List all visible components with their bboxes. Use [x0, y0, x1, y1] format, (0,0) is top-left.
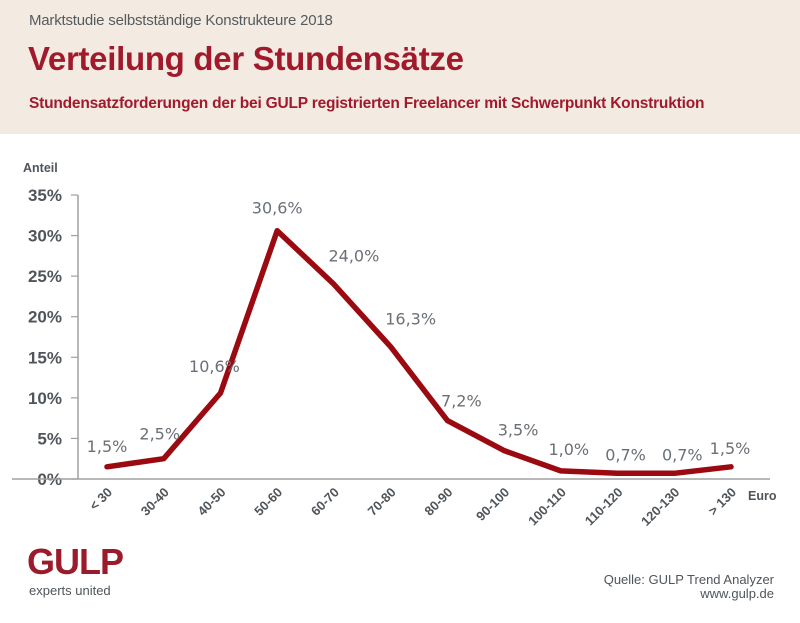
x-tick-label: 50-60: [251, 485, 285, 519]
data-label: 0,7%: [605, 445, 646, 464]
data-label: 7,2%: [441, 392, 482, 411]
data-label: 16,3%: [385, 310, 436, 329]
x-tick-label: 100-110: [525, 485, 569, 529]
y-tick-label: 5%: [37, 429, 62, 448]
chart-subtitle: Stundensatzforderungen der bei GULP regi…: [29, 95, 705, 112]
y-tick-label: 20%: [28, 308, 62, 327]
x-tick-label: 40-50: [194, 485, 228, 519]
x-tick-label: < 30: [86, 485, 115, 514]
data-label: 0,7%: [662, 445, 703, 464]
logo-tagline: experts united: [29, 583, 111, 598]
data-label: 3,5%: [498, 421, 539, 440]
y-axis: 0%5%10%15%20%25%30%35%: [28, 186, 79, 489]
y-tick-label: 25%: [28, 267, 62, 286]
y-axis-title: Anteil: [23, 161, 58, 175]
x-axis: < 30 30-40 40-50 50-60 60-70 70-80 80-90 90-100…: [12, 478, 770, 529]
x-tick-label: 60-70: [308, 485, 342, 519]
y-tick-label: 15%: [28, 348, 62, 367]
data-labels: 1,5% 2,5% 10,6% 30,6% 24,0% 16,3% 7,2% 3,5% 1,0%…: [87, 199, 751, 465]
y-tick-label: 35%: [28, 186, 62, 205]
x-axis-title: Euro: [748, 489, 777, 503]
y-tick-label: 10%: [28, 389, 62, 408]
data-label: 2,5%: [139, 425, 180, 444]
data-label: 30,6%: [252, 199, 303, 218]
series-line: [104, 227, 734, 477]
data-label: 1,0%: [548, 440, 589, 459]
gulp-logo: GULP: [27, 541, 124, 582]
x-tick-label: 110-120: [582, 485, 626, 529]
data-label: 1,5%: [710, 439, 751, 458]
header-band: Marktstudie selbstständige Konstrukteure…: [0, 0, 800, 134]
x-tick-label: 90-100: [473, 485, 512, 524]
data-label: 10,6%: [189, 357, 240, 376]
page-title: Verteilung der Stundensätze: [28, 40, 464, 77]
data-label: 1,5%: [87, 437, 128, 456]
source-url: www.gulp.de: [700, 586, 774, 601]
study-supertitle: Marktstudie selbstständige Konstrukteure…: [29, 12, 333, 29]
x-tick-label: > 130: [705, 485, 739, 519]
y-tick-label: 30%: [28, 227, 62, 246]
x-tick-label: 120-130: [638, 485, 682, 529]
source-text: Quelle: GULP Trend Analyzer: [603, 572, 774, 587]
x-tick-label: 80-90: [421, 485, 455, 519]
source-note: Quelle: GULP Trend Analyzer www.gulp.de: [604, 573, 774, 601]
x-tick-label: 30-40: [138, 485, 172, 519]
x-tick-label: 70-80: [365, 485, 399, 519]
data-label: 24,0%: [328, 246, 379, 265]
series: [104, 227, 734, 477]
